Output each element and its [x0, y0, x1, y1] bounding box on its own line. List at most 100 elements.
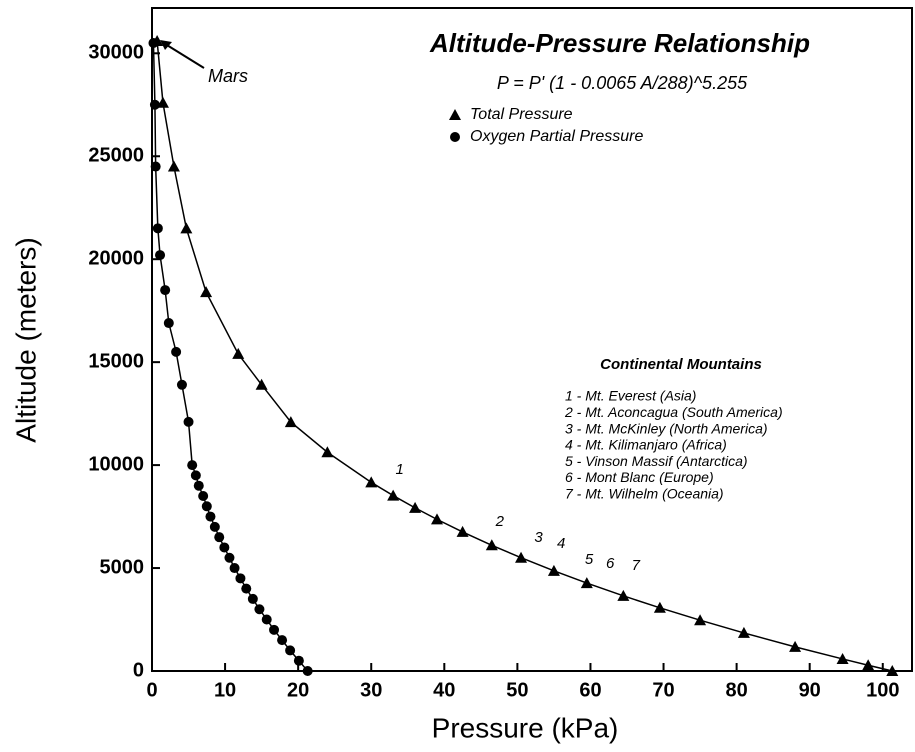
x-tick-label: 80 — [725, 679, 747, 701]
data-point — [293, 655, 304, 666]
x-tick-label: 60 — [579, 679, 601, 701]
legend-marker — [449, 109, 461, 120]
data-point — [255, 378, 268, 390]
y-tick-label: 20000 — [88, 247, 144, 269]
data-point — [156, 96, 169, 108]
data-point — [789, 640, 802, 652]
data-point — [653, 601, 666, 613]
data-point — [886, 665, 899, 676]
data-point — [241, 583, 252, 594]
y-tick-label: 30000 — [88, 42, 144, 64]
data-point — [229, 563, 240, 574]
x-axis-label: Pressure (kPa) — [432, 712, 619, 743]
data-point — [167, 160, 180, 172]
mountain-number: 6 — [606, 555, 615, 572]
data-point — [409, 501, 422, 513]
data-point — [149, 99, 160, 110]
x-tick-label: 40 — [433, 679, 455, 701]
data-point — [155, 250, 166, 261]
chart-subtitle: P = P' (1 - 0.0065 A/288)^5.255 — [497, 73, 748, 93]
data-point — [365, 476, 378, 488]
data-point — [176, 379, 187, 390]
data-point — [694, 614, 707, 626]
chart-title: Altitude-Pressure Relationship — [429, 28, 810, 58]
y-axis-label: Altitude (meters) — [10, 237, 41, 442]
legend-label: Oxygen Partial Pressure — [470, 128, 644, 145]
data-point — [277, 635, 288, 646]
data-point — [247, 593, 258, 604]
plot-frame — [151, 7, 913, 672]
y-tick-label: 0 — [133, 659, 144, 681]
data-point — [205, 511, 216, 522]
x-tick-label: 90 — [799, 679, 821, 701]
data-point — [232, 347, 245, 359]
data-point — [321, 446, 334, 458]
mountain-item: 1 - Mt. Everest (Asia) — [565, 388, 696, 404]
mountain-number: 2 — [495, 513, 505, 530]
data-point — [171, 346, 182, 357]
series-line — [152, 42, 309, 672]
data-point — [617, 589, 630, 601]
series-line — [156, 40, 893, 672]
data-point — [163, 318, 174, 329]
data-point — [193, 480, 204, 491]
y-tick-label: 10000 — [88, 453, 144, 475]
data-point — [150, 161, 161, 172]
x-tick-label: 50 — [506, 679, 528, 701]
data-point — [160, 285, 171, 296]
data-point — [148, 38, 159, 49]
data-point — [261, 614, 272, 625]
legend-label: Total Pressure — [470, 106, 573, 123]
mars-arrow — [161, 41, 205, 69]
x-tick-label: 0 — [146, 679, 157, 701]
data-point — [224, 552, 235, 563]
data-point — [152, 223, 163, 234]
data-point — [862, 659, 875, 671]
x-tick-label: 30 — [360, 679, 382, 701]
data-point — [198, 490, 209, 501]
y-tick-label: 25000 — [88, 145, 144, 167]
x-tick-label: 10 — [214, 679, 236, 701]
data-point — [187, 460, 198, 471]
data-point — [200, 286, 213, 298]
data-point — [219, 542, 230, 553]
y-tick-label: 5000 — [100, 556, 145, 578]
mars-arrowhead — [160, 40, 172, 50]
mountain-number: 1 — [396, 461, 404, 478]
mountain-item: 5 - Vinson Massif (Antarctica) — [565, 453, 748, 469]
data-point — [737, 626, 750, 638]
data-point — [254, 604, 265, 615]
mountains-title: Continental Mountains — [600, 356, 762, 373]
mars-label: Mars — [208, 66, 248, 86]
x-tick-label: 100 — [866, 679, 899, 701]
data-point — [214, 532, 225, 543]
data-point — [547, 564, 560, 576]
data-point — [235, 573, 246, 584]
data-point — [515, 551, 528, 563]
mountain-number: 4 — [557, 535, 565, 552]
mountain-item: 2 - Mt. Aconcagua (South America) — [564, 404, 783, 420]
x-tick-label: 20 — [287, 679, 309, 701]
mountain-item: 7 - Mt. Wilhelm (Oceania) — [565, 486, 724, 502]
mountain-number: 3 — [534, 529, 543, 546]
mountain-item: 6 - Mont Blanc (Europe) — [565, 469, 714, 485]
data-point — [302, 666, 313, 676]
data-point — [284, 416, 297, 428]
data-point — [285, 645, 296, 656]
data-point — [387, 489, 400, 501]
data-point — [183, 416, 194, 427]
data-point — [269, 624, 280, 635]
mountain-number: 5 — [585, 551, 594, 568]
data-point — [190, 470, 201, 481]
data-point — [836, 652, 849, 664]
data-point — [180, 222, 193, 234]
data-point — [456, 525, 469, 537]
legend-marker — [450, 132, 460, 142]
data-point — [209, 521, 220, 532]
data-point — [580, 577, 593, 589]
mountain-number: 7 — [632, 557, 641, 574]
data-point — [431, 513, 443, 525]
mountain-item: 3 - Mt. McKinley (North America) — [565, 420, 768, 436]
x-tick-label: 70 — [652, 679, 674, 701]
